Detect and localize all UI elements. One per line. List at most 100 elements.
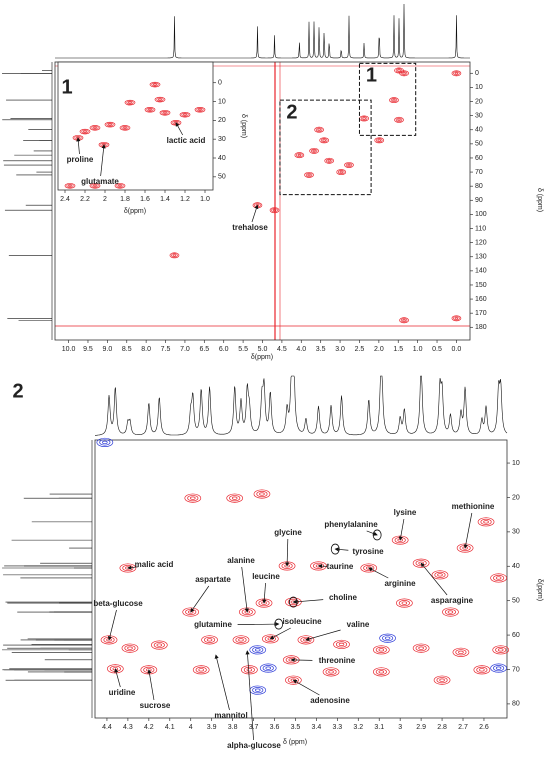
peak xyxy=(144,107,156,113)
annotation-label: threonine xyxy=(319,656,356,665)
annotation-label: choline xyxy=(329,593,358,602)
contour-level xyxy=(126,100,134,105)
contour-level xyxy=(81,129,89,134)
contour-level xyxy=(397,118,401,121)
contour-level xyxy=(378,670,385,674)
peak xyxy=(201,635,218,645)
contour-level xyxy=(402,319,406,322)
peak xyxy=(253,489,271,499)
annotation-label: lysine xyxy=(394,508,417,517)
peak xyxy=(451,70,462,77)
annotation-label: glycine xyxy=(274,528,302,537)
contour-level xyxy=(305,172,313,177)
contour-level xyxy=(116,183,124,188)
x-tick-label: 10.0 xyxy=(62,346,76,353)
x-axis-label: δ(ppm) xyxy=(251,354,273,361)
contour-level xyxy=(156,97,164,102)
contour-level xyxy=(391,535,409,545)
peak xyxy=(431,570,449,580)
contour-level xyxy=(382,635,394,642)
contour-level xyxy=(372,667,390,677)
contour-level xyxy=(68,184,72,187)
x-tick-label: 3.9 xyxy=(207,724,217,731)
contour-level xyxy=(453,71,460,76)
contour-level xyxy=(182,607,200,617)
contour-level xyxy=(181,112,189,117)
annotation-label: isoleucine xyxy=(282,617,322,626)
negative-peak xyxy=(249,645,267,655)
annotation-arrow xyxy=(114,668,121,688)
contour-level xyxy=(317,128,321,131)
annotation-label: beta-glucose xyxy=(93,599,143,608)
annotation-arrow xyxy=(107,609,117,641)
contour-level xyxy=(315,127,323,132)
contour-level xyxy=(204,636,216,643)
contour-level xyxy=(483,520,489,524)
contour-level xyxy=(102,440,108,445)
contour-level xyxy=(401,601,408,605)
peak xyxy=(451,315,462,322)
contour-level xyxy=(253,489,271,499)
x-tick-label: 4.2 xyxy=(144,724,154,731)
x-tick-label: 3.7 xyxy=(249,724,259,731)
y-tick-label: 30 xyxy=(475,112,483,119)
annotation-arrow xyxy=(463,512,473,549)
contour-level xyxy=(172,254,177,257)
projection-1d xyxy=(55,3,470,59)
contour-level xyxy=(192,665,210,675)
y-tick-label: 120 xyxy=(475,239,487,246)
y-tick-label: 90 xyxy=(475,197,483,204)
negative-peak xyxy=(490,663,507,673)
peak xyxy=(232,635,250,645)
y-tick-label: 160 xyxy=(475,296,487,303)
contour-level xyxy=(144,107,156,113)
annotation-arrow xyxy=(292,679,320,696)
annotation-arrow xyxy=(334,547,349,552)
negative-peak xyxy=(96,437,114,447)
annotation-arrow xyxy=(147,669,155,701)
contour-level xyxy=(140,665,158,675)
y-tick-label: 40 xyxy=(475,127,483,134)
annotation-arrow xyxy=(262,582,267,604)
peak xyxy=(399,317,409,324)
contour-level xyxy=(127,646,133,650)
peak xyxy=(269,207,280,214)
annotation-arrow xyxy=(368,567,389,579)
contour-level xyxy=(454,317,459,320)
x-tick-label: 1.6 xyxy=(140,196,150,203)
contour-level xyxy=(322,139,326,142)
x-tick-label: 4.4 xyxy=(102,724,112,731)
x-tick-label: 5.5 xyxy=(238,346,248,353)
x-tick-label: 2.4 xyxy=(60,196,70,203)
peak xyxy=(179,111,191,118)
x-tick-label: 3 xyxy=(398,724,402,731)
contour-level xyxy=(231,496,238,500)
contour-level xyxy=(226,493,244,503)
region-label: 1 xyxy=(366,65,377,87)
contour-level xyxy=(297,154,302,157)
peak xyxy=(396,598,413,608)
y-tick-label: 60 xyxy=(512,632,520,639)
peak xyxy=(194,107,206,113)
contour-level xyxy=(339,170,343,174)
x-tick-label: 1.4 xyxy=(160,196,170,203)
annotation-arrow xyxy=(190,585,210,613)
annotation-label: malic acid xyxy=(135,560,174,569)
peak xyxy=(89,125,101,131)
y-tick-label: 30 xyxy=(218,136,226,143)
contour-level xyxy=(128,101,132,104)
peak xyxy=(473,665,491,675)
y-tick-label: 110 xyxy=(475,225,486,232)
peak xyxy=(184,493,202,503)
annotation-label: glutamine xyxy=(194,620,232,629)
peak xyxy=(389,97,399,104)
contour-level xyxy=(190,496,196,500)
contour-level xyxy=(206,638,213,642)
x-tick-label: 3.8 xyxy=(228,724,238,731)
y-tick-label: 20 xyxy=(218,117,226,124)
contour-level xyxy=(156,643,163,647)
contour-level xyxy=(458,650,464,654)
negative-peak xyxy=(249,685,267,695)
y-tick-label: 140 xyxy=(475,268,487,275)
